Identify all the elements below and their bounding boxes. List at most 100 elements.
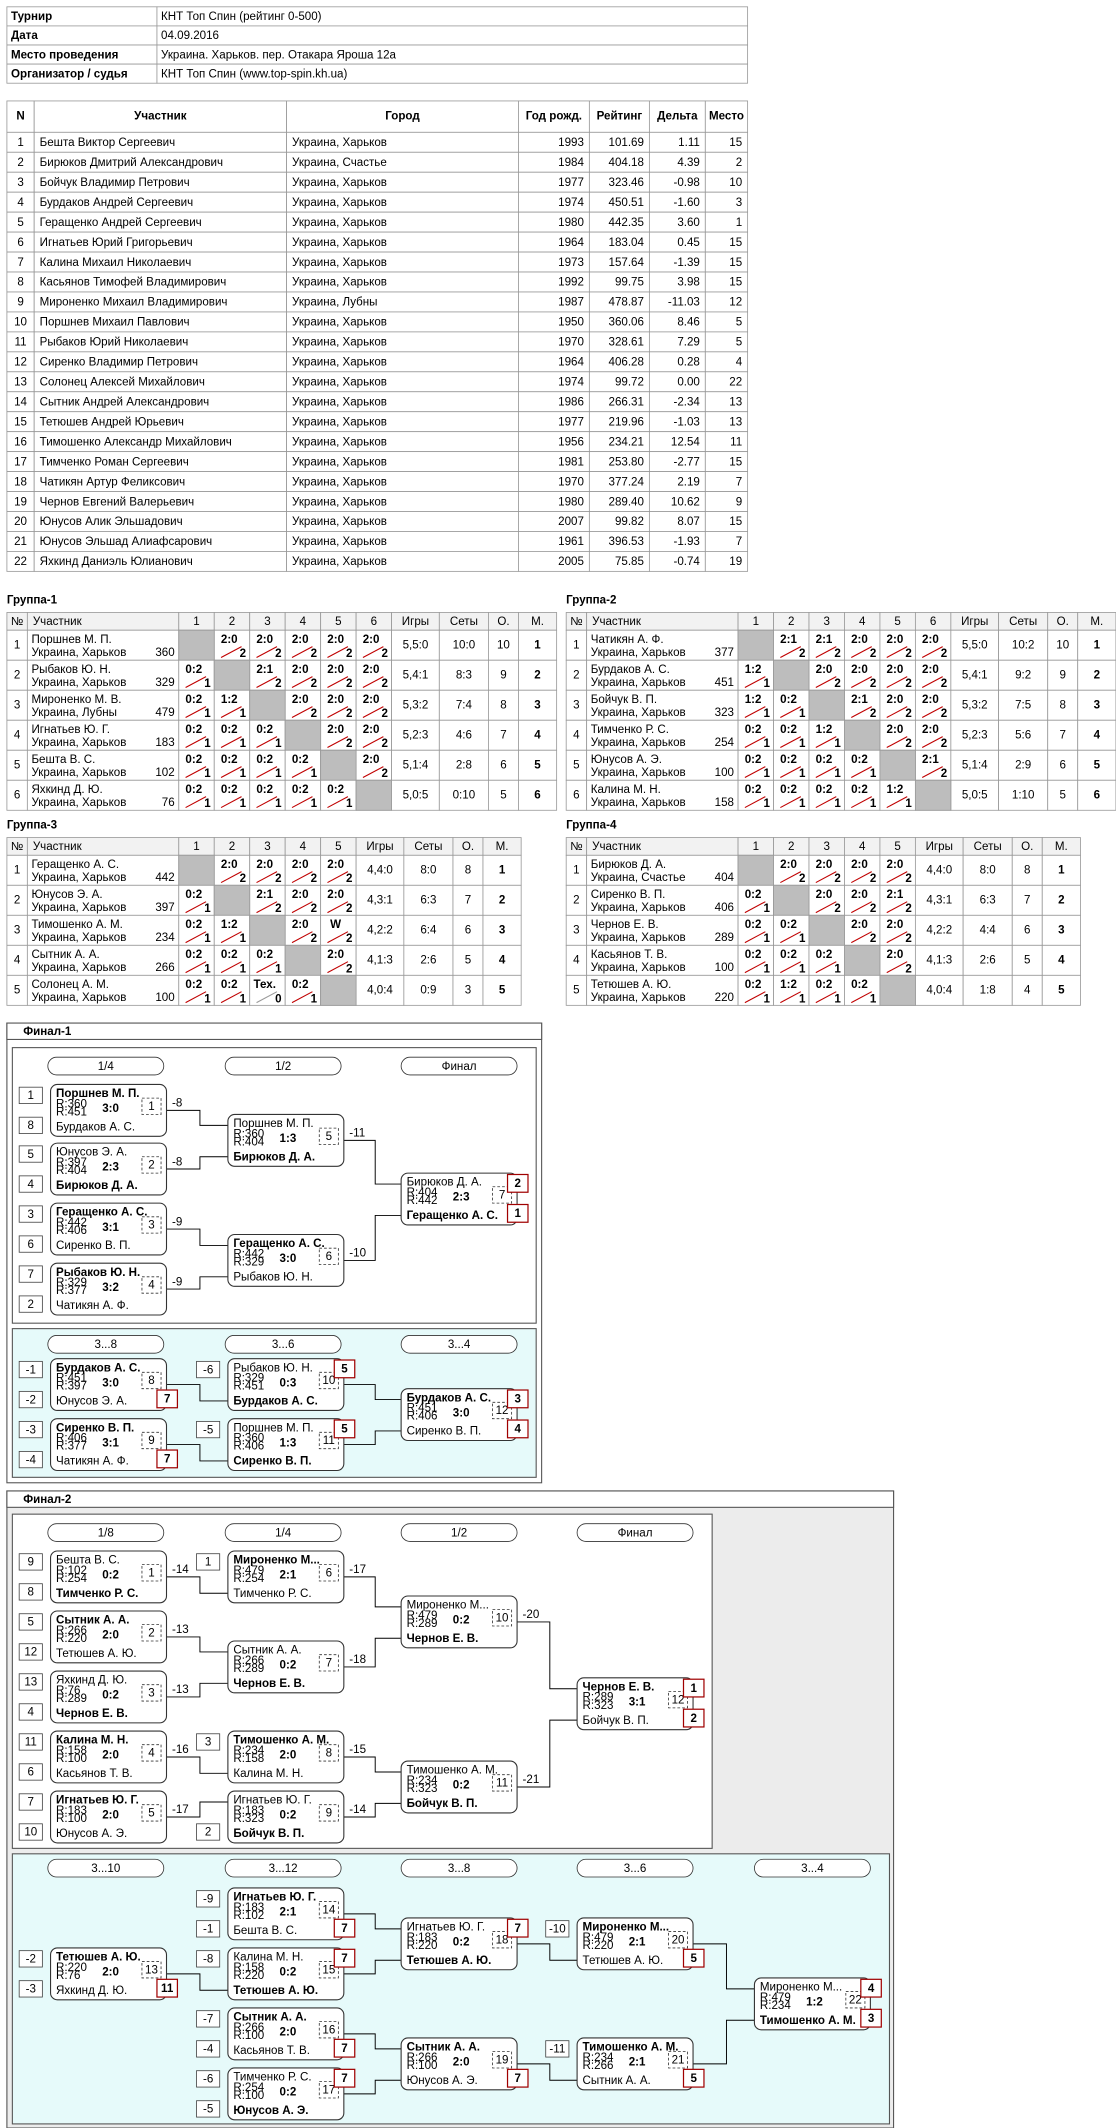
match-number-box: [318, 2081, 339, 2099]
match-points: 2: [799, 648, 805, 660]
seed-box: [18, 1703, 43, 1721]
match-points: 1: [799, 963, 806, 975]
games: 5,5:0: [403, 639, 429, 651]
seed: 5: [28, 1149, 34, 1161]
player-rating: 377: [715, 647, 734, 659]
table-cell-text: Украина, Харьков: [292, 476, 387, 488]
place: 5: [1094, 759, 1101, 771]
self-cell: [879, 974, 916, 1006]
seed-box: [196, 1920, 221, 1938]
match-points: 2: [941, 768, 947, 780]
match-score: 2:3: [102, 1162, 119, 1174]
match-points: 1: [763, 738, 770, 750]
place-box: [156, 1978, 179, 1998]
match-number: 22: [849, 1995, 862, 2007]
group-cell: [586, 689, 739, 721]
match-points: 2: [382, 768, 388, 780]
games: 4,0:4: [926, 984, 952, 996]
self-cell: [808, 689, 845, 721]
match-score: 2:1: [816, 634, 833, 646]
group-header: 3: [824, 616, 830, 628]
match-points: 2: [240, 648, 246, 660]
group-header: 5: [335, 616, 341, 628]
table-cell-text: 1970: [558, 476, 584, 488]
round-name: 1/8: [98, 1527, 114, 1539]
bracket-line: [343, 1139, 402, 1185]
final-title-bar: [6, 1022, 543, 1040]
rating-1: R:234: [407, 1775, 438, 1787]
match-score: 2:1: [887, 889, 904, 901]
place: 2: [1058, 894, 1064, 906]
match-score: 0:2: [780, 949, 797, 961]
place-box: [333, 1419, 356, 1439]
seed: -8: [203, 1954, 213, 1966]
match-number-box: [141, 1097, 162, 1115]
table-cell-text: Игнатьев Юрий Григорьевич: [40, 237, 193, 249]
table-cell-text: 1974: [558, 377, 584, 389]
player-rating: 220: [715, 992, 734, 1004]
table-cell-text: 3.98: [677, 277, 700, 289]
group-cell: [808, 749, 845, 781]
row-number: 5: [14, 984, 20, 996]
player-1: Тетюшев А. Ю.: [56, 1952, 141, 1964]
result-slash: [291, 991, 313, 1004]
place: 4: [499, 954, 506, 966]
group-header: 1: [753, 616, 759, 628]
sets: 0:10: [453, 789, 476, 801]
table-cell-text: 101.69: [609, 137, 644, 149]
match-score: 0:2: [851, 784, 868, 796]
group-cell: [403, 914, 454, 946]
table-cell-text: 21: [14, 536, 27, 548]
final-place: 5: [691, 2073, 698, 2085]
group-cell: [518, 689, 558, 721]
match-score: 2:1: [922, 754, 939, 766]
match-score: 2:0: [887, 634, 904, 646]
table-cell-text: Сытник Андрей Александрович: [40, 396, 210, 408]
sets: 1:10: [1012, 789, 1035, 801]
match-score: 1:3: [280, 1133, 297, 1145]
group-cell: [737, 659, 774, 691]
table-cell-text: 15: [729, 456, 742, 468]
match-points: 1: [275, 798, 282, 810]
group-cell: [178, 749, 215, 781]
result-slash: [185, 676, 207, 688]
match-score: 0:2: [816, 979, 833, 991]
match-box: [227, 1730, 345, 1784]
table-cell-text: 478.87: [609, 297, 644, 309]
bracket-line: [343, 1756, 402, 1773]
player-city: Украина, Счастье: [591, 872, 686, 884]
match-points: 1: [240, 963, 247, 975]
sets: 2:6: [420, 954, 436, 966]
group-cell: [844, 884, 881, 916]
table-cell-text: 11: [15, 337, 27, 349]
group-cell: [213, 974, 251, 1006]
match-points: 2: [311, 708, 317, 720]
rating-1: R:158: [233, 1962, 264, 1974]
match-points: 1: [204, 903, 211, 915]
seed: 13: [24, 1677, 37, 1689]
bracket-line: [343, 2033, 402, 2050]
round-name: 1/2: [451, 1527, 467, 1539]
bracket-line: [343, 1214, 402, 1261]
match-points: 1: [240, 738, 247, 750]
seed-box: [18, 1175, 43, 1193]
games: 5,2:3: [962, 729, 988, 741]
table-cell-text: 15: [729, 257, 742, 269]
result-slash: [291, 796, 313, 809]
player-rating: 406: [715, 902, 734, 914]
match-score: 2:0: [292, 634, 309, 646]
group-title: Группа-2: [566, 594, 616, 606]
header-cell: [286, 100, 519, 133]
bracket-line: [166, 1156, 228, 1170]
group-cell: [178, 659, 215, 691]
match-points: 2: [382, 678, 388, 690]
table-cell-text: 1950: [558, 317, 584, 329]
table-cell-text: Поршнев Михаил Павлович: [40, 317, 190, 329]
table-cell-text: Мироненко Михаил Владимирович: [40, 297, 228, 309]
group-cell: [879, 779, 916, 811]
group-cell: [438, 779, 489, 811]
final-place: 4: [515, 1424, 522, 1436]
match-score: 2:0: [327, 889, 344, 901]
result-slash: [744, 931, 766, 944]
player-city: Украина, Харьков: [591, 962, 686, 974]
